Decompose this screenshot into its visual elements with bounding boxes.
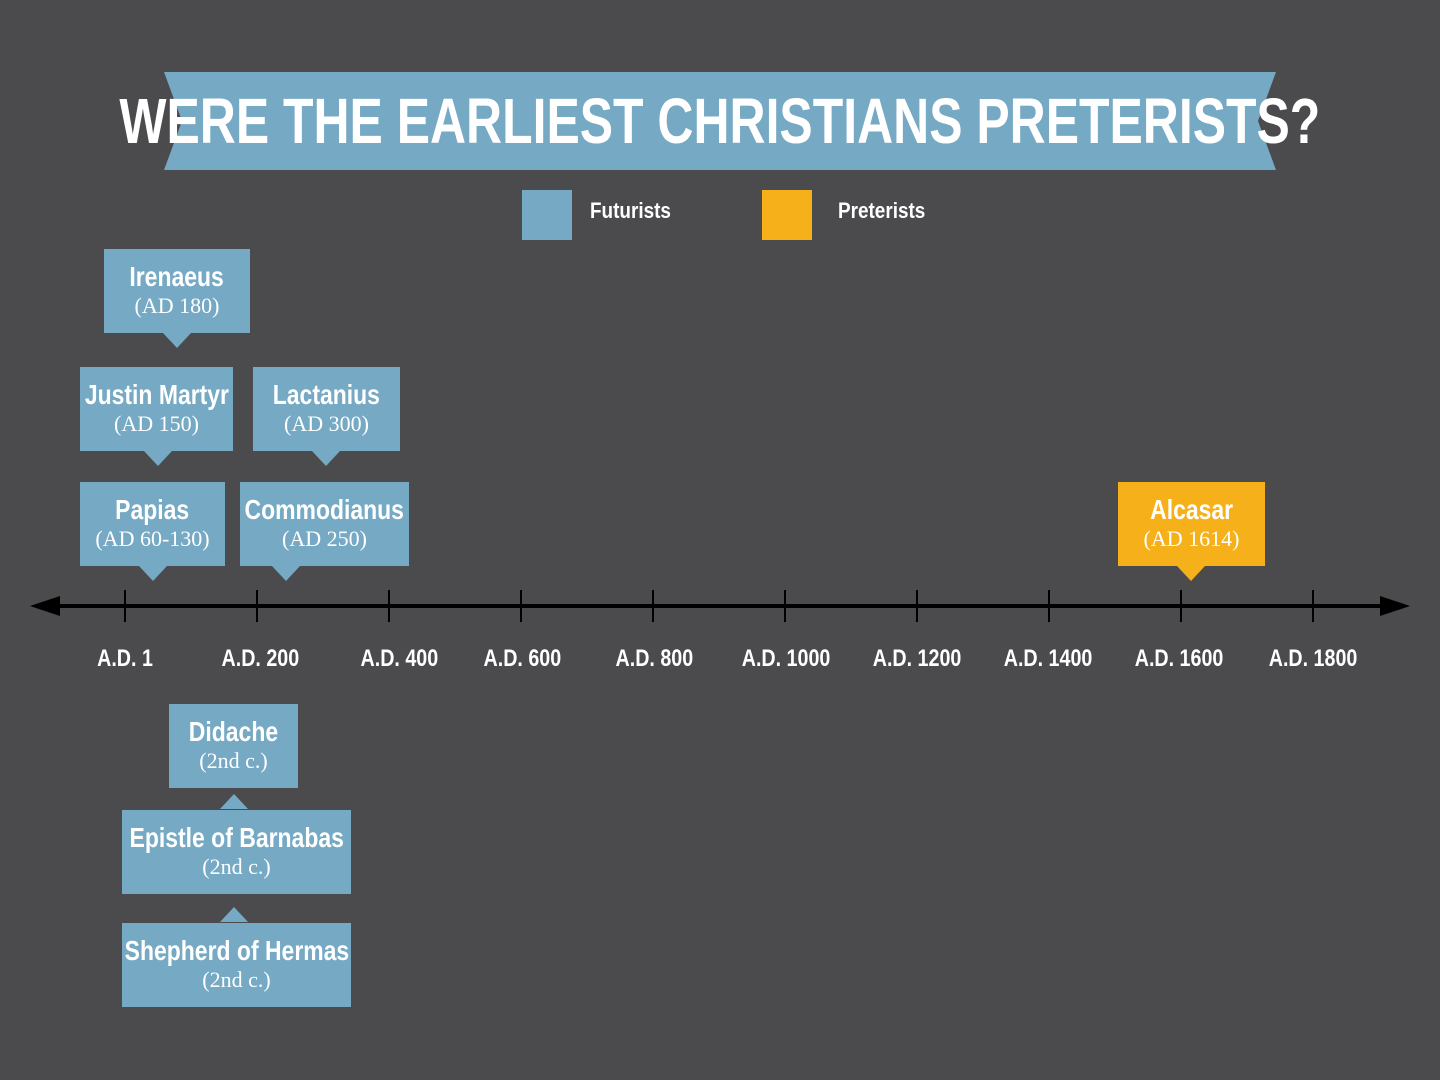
legend-label-futurists: Futurists [590, 198, 671, 223]
figure-name: Epistle of Barnabas [129, 822, 344, 853]
pointer [163, 333, 191, 348]
figure-name: Papias [115, 494, 190, 525]
axis-arrow-right [1380, 596, 1410, 616]
figure-name: Shepherd of Hermas [124, 935, 349, 966]
callout-alcasar: Alcasar (AD 1614) [1118, 482, 1265, 566]
pointer [1177, 566, 1205, 581]
legend-label-preterists: Preterists [838, 198, 926, 223]
figure-name: Alcasar [1150, 494, 1233, 525]
pointer [220, 794, 248, 809]
tick-label: A.D. 1200 [872, 645, 962, 672]
title-banner: Were the Earliest Christians Preterists? [0, 0, 1440, 200]
figure-date: (AD 300) [284, 411, 369, 436]
tick-label: A.D. 1400 [1003, 645, 1093, 672]
figure-date: (2nd c.) [202, 854, 271, 879]
callout-justin-martyr: Justin Martyr (AD 150) [80, 367, 233, 451]
tick-label: A.D. 600 [483, 645, 561, 672]
legend-swatch-futurists [522, 190, 572, 240]
axis-arrow-left [30, 596, 60, 616]
figure-name: Lactanius [272, 379, 381, 410]
pointer [139, 566, 167, 581]
page-title: Were the Earliest Christians Preterists? [119, 85, 1321, 157]
tick-label: A.D. 1 [97, 645, 153, 672]
axis-ticks [124, 590, 1314, 622]
figure-date: (AD 1614) [1143, 526, 1240, 551]
tick-label: A.D. 1800 [1268, 645, 1358, 672]
legend-swatch-preterists [762, 190, 812, 240]
callout-shepherd-of-hermas: Shepherd of Hermas (2nd c.) [122, 923, 351, 1007]
figure-date: (AD 180) [134, 293, 220, 318]
figure-name: Irenaeus [129, 261, 225, 292]
callout-lactanius: Lactanius (AD 300) [253, 367, 400, 451]
pointer [312, 451, 340, 466]
tick-label: A.D. 800 [615, 645, 693, 672]
callout-papias: Papias (AD 60-130) [80, 482, 225, 566]
figure-name: Commodianus [244, 494, 405, 525]
figure-date: (AD 150) [114, 411, 199, 436]
tick-label: A.D. 400 [360, 645, 438, 672]
pointer [144, 451, 172, 466]
banner-ribbon [164, 72, 1276, 170]
tick-label: A.D. 200 [221, 645, 299, 672]
callout-commodianus: Commodianus (AD 250) [240, 482, 409, 566]
timeline-axis [30, 590, 1410, 622]
figure-date: (2nd c.) [199, 748, 268, 773]
figure-date: (AD 250) [282, 526, 367, 551]
tick-label: A.D. 1000 [741, 645, 831, 672]
pointer [272, 566, 300, 581]
pointer [220, 907, 248, 922]
figure-date: (AD 60-130) [95, 526, 210, 551]
figure-name: Didache [188, 716, 279, 747]
figure-name: Justin Martyr [84, 379, 229, 410]
callout-irenaeus: Irenaeus (AD 180) [104, 249, 250, 333]
tick-label: A.D. 1600 [1134, 645, 1224, 672]
figure-date: (2nd c.) [202, 967, 271, 992]
callout-didache: Didache (2nd c.) [169, 704, 298, 788]
callout-epistle-of-barnabas: Epistle of Barnabas (2nd c.) [122, 810, 351, 894]
